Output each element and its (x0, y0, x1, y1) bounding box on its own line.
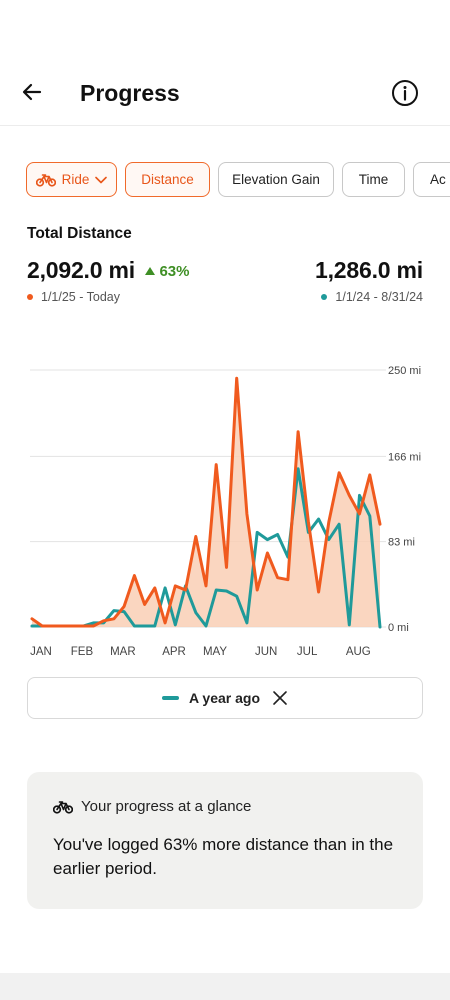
x-tick-label: FEB (71, 646, 94, 658)
previous-period-range: 1/1/24 - 8/31/24 (335, 290, 423, 304)
x-tick-label: APR (162, 646, 186, 658)
trend-up-icon (145, 267, 156, 275)
current-total: 2,092.0 mi (27, 257, 135, 283)
info-button[interactable] (390, 78, 420, 108)
glance-title: Your progress at a glance (81, 798, 252, 815)
x-tick-label: JUL (297, 646, 318, 658)
series-line (30, 376, 382, 628)
chip-label: Elevation Gain (232, 172, 320, 187)
x-tick-label: MAR (110, 646, 136, 658)
x-tick-label: AUG (346, 646, 371, 658)
chip-elevation-gain[interactable]: Elevation Gain (218, 162, 334, 197)
chip-distance[interactable]: Distance (125, 162, 210, 197)
header: Progress (0, 60, 450, 126)
current-period-range: 1/1/25 - Today (41, 290, 120, 304)
glance-body: You've logged 63% more distance than in … (53, 835, 394, 878)
comparison-swatch (161, 696, 179, 700)
series-line (30, 467, 382, 629)
x-tick-label: MAY (203, 646, 227, 658)
filter-chips: Ride Distance Elevation Gain Time Ac (26, 162, 450, 198)
comparison-toggle[interactable]: A year ago (27, 677, 423, 719)
page-title: Progress (80, 80, 180, 106)
percent-change: 63% (159, 262, 190, 280)
chip-time[interactable]: Time (342, 162, 405, 197)
back-arrow-icon (22, 83, 42, 101)
chip-label: Time (358, 172, 389, 187)
close-icon[interactable] (272, 690, 288, 706)
chevron-down-icon (95, 176, 108, 183)
y-tick-label: 166 mi (388, 451, 421, 463)
bike-icon (35, 173, 56, 187)
section-label: Total Distance (27, 225, 132, 242)
sport-selector[interactable]: Ride (26, 162, 117, 197)
current-period-dot (27, 294, 33, 300)
x-tick-label: JAN (30, 646, 52, 658)
chip-label: Ac (430, 172, 446, 187)
sport-selector-label: Ride (61, 172, 90, 187)
distance-chart[interactable]: 0 mi 83 mi 166 mi 250 mi JAN FEB MAR APR MAY JUN J… (0, 355, 450, 665)
current-period-stat: 2,092.0 mi 63% 1/1/25 - Today (27, 257, 189, 304)
previous-period-stat: 1,286.0 mi 1/1/24 - 8/31/24 (315, 257, 423, 304)
y-tick-label: 83 mi (388, 537, 415, 549)
bottom-bar (0, 973, 450, 1000)
bike-icon (53, 800, 73, 814)
glance-card: Your progress at a glance You've logged … (27, 772, 423, 909)
series-area (32, 378, 380, 627)
previous-total: 1,286.0 mi (315, 257, 423, 283)
back-button[interactable] (18, 78, 46, 106)
comparison-label: A year ago (188, 690, 261, 706)
x-tick-label: JUN (255, 646, 277, 658)
y-tick-label: 0 mi (388, 622, 409, 634)
info-icon (392, 80, 418, 106)
y-tick-label: 250 mi (388, 365, 421, 377)
previous-period-dot (321, 294, 328, 300)
chip-label: Distance (141, 172, 194, 187)
chart-svg: 0 mi 83 mi 166 mi 250 mi JAN FEB MAR APR MAY JUN J… (30, 365, 421, 658)
chip-activities[interactable]: Ac (413, 162, 450, 197)
